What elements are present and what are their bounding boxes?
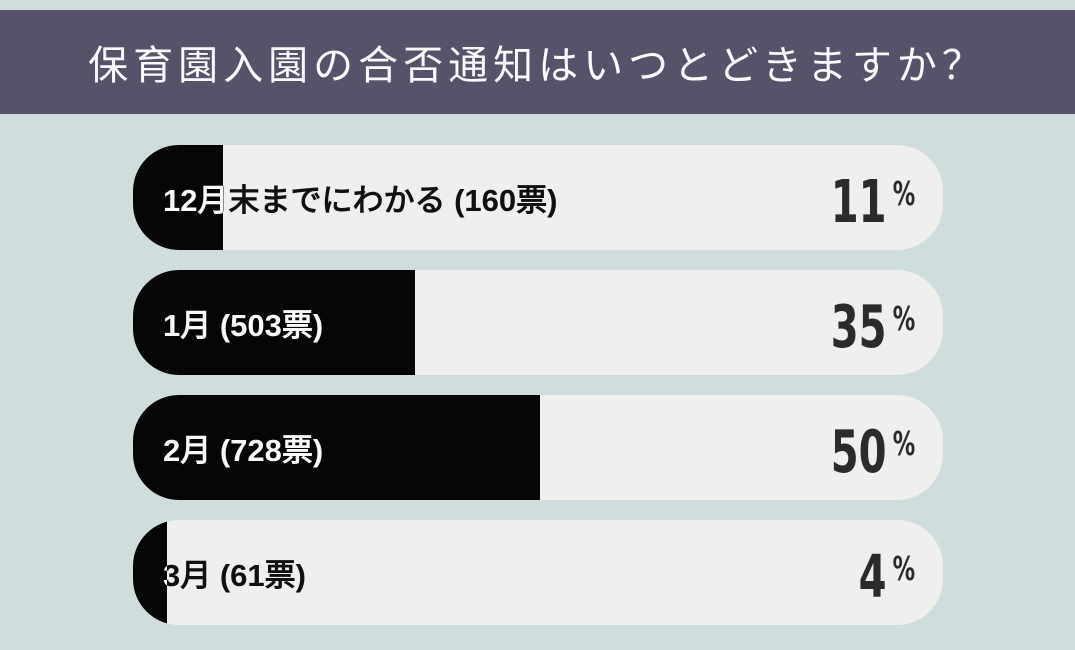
- title-banner: 保育園入園の合否通知はいつとどきますか？: [0, 10, 1075, 114]
- bar-row: 3月 (61票) 4 %: [133, 520, 943, 625]
- bar-row: 1月 (503票) 35 %: [133, 270, 943, 375]
- bar-row: 12月末までにわかる (160票) 11 %: [133, 145, 943, 250]
- percent-value: 50: [830, 417, 887, 486]
- percent-sign: %: [892, 424, 915, 463]
- bar-label: 1月 (503票): [163, 308, 324, 343]
- page-title: 保育園入園の合否通知はいつとどきますか？: [88, 44, 987, 88]
- bar-label: 12月末までにわかる (160票): [163, 183, 558, 218]
- bar-percent: 35 %: [831, 274, 915, 375]
- bar-fill: [133, 395, 540, 500]
- percent-sign: %: [892, 549, 915, 588]
- poll-bar-chart: 12月末までにわかる (160票) 11 % 1月 (503票) 35 % 2月…: [133, 145, 943, 645]
- bar-row: 2月 (728票) 50 %: [133, 395, 943, 500]
- bar-fill: [133, 145, 223, 250]
- percent-value: 11: [830, 167, 887, 236]
- bar-percent: 4 %: [858, 524, 915, 625]
- percent-sign: %: [892, 299, 915, 338]
- bar-fill: [133, 270, 415, 375]
- bar-fill: [133, 520, 168, 625]
- bar-label: 2月 (728票): [163, 433, 324, 468]
- bar-percent: 50 %: [831, 399, 915, 500]
- percent-value: 4: [858, 542, 887, 611]
- bar-percent: 11 %: [831, 149, 915, 250]
- bar-label: 3月 (61票): [163, 558, 306, 593]
- percent-sign: %: [892, 174, 915, 213]
- percent-value: 35: [830, 292, 887, 361]
